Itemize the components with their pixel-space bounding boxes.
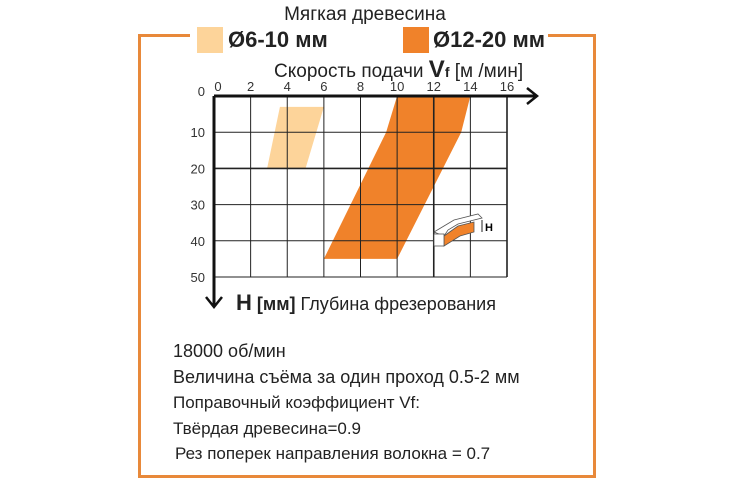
x-tick-label: 16 [500,79,514,94]
y-label-symbol: H [236,290,252,315]
y-label-text: Глубина фрезерования [300,294,496,314]
y-tick-label: 0 [198,84,205,99]
y-tick-label: 10 [191,125,205,140]
frame-top-right [548,34,593,37]
series-area-0 [267,106,324,169]
inset-block-top-icon [433,213,483,237]
y-axis-label: H [мм] Глубина фрезерования [236,290,496,316]
legend-swatch-large [403,27,429,53]
chart-title: Мягкая древесина [284,4,446,25]
x-tick-label: 12 [427,79,441,94]
x-tick-label: 6 [320,79,327,94]
info-coef: Поправочный коэффициент Vf: [173,393,420,412]
info-removal: Величина съёма за один проход 0.5-2 мм [173,367,520,387]
x-tick-label: 8 [357,79,364,94]
frame [138,34,596,478]
x-tick-label: 10 [390,79,404,94]
legend-label-large: Ø12-20 мм [433,27,546,52]
x-tick-label: 0 [214,79,221,94]
y-tick-label: 30 [191,198,205,213]
inset-block-end-icon [433,233,445,247]
info-hardwood: Твёрдая древесина=0.9 [173,419,362,438]
y-tick-label: 40 [191,234,205,249]
legend-swatch-small [197,27,223,53]
x-tick-label: 4 [284,79,291,94]
info-cross-grain: Рез поперек направления волокна = 0.7 [175,444,491,463]
x-axis-arrow [526,87,540,105]
x-label-unit: [м /мин] [454,61,524,82]
inset-label: H [485,222,493,234]
y-axis-arrow [205,296,223,310]
x-tick-label: 2 [247,79,254,94]
x-label-symbol: V [428,56,445,83]
y-tick-label: 20 [191,161,205,176]
frame-top-left [138,34,190,37]
legend-label-small: Ø6-10 мм [228,27,328,52]
x-label-text: Скорость подачи [274,61,424,82]
y-tick-label: 50 [191,270,205,285]
x-axis-label: Скорость подачи Vf [м /мин] [274,56,523,84]
y-label-unit: [мм] [256,294,296,314]
info-rpm: 18000 об/мин [173,341,286,361]
x-label-sub: f [444,64,450,80]
x-tick-label: 14 [463,79,477,94]
chart: 0 2 4 6 8 10 12 14 16 0 10 20 30 40 50 H [191,79,540,310]
